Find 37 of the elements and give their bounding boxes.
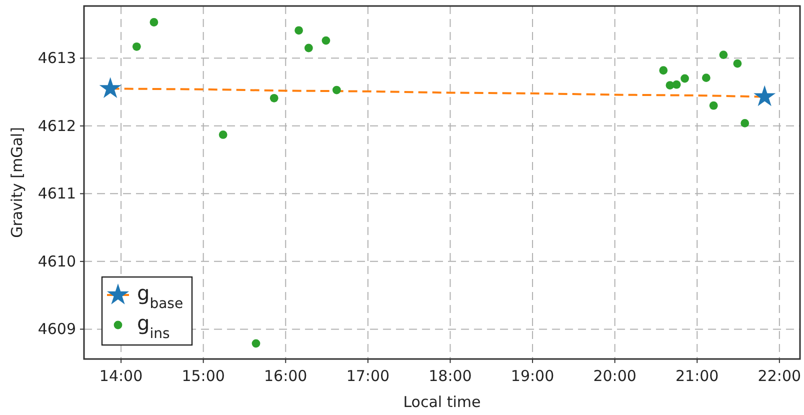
point: [99, 77, 122, 98]
point: [740, 119, 750, 128]
legend-label: g$_{base}$: [137, 281, 184, 312]
x-tick-label: 14:00: [99, 367, 143, 385]
y-tick-label: 4613: [38, 49, 76, 68]
point: [754, 85, 776, 106]
point: [702, 74, 710, 82]
point: [733, 59, 742, 68]
x-axis-title: Local time: [403, 393, 481, 411]
x-tick-label: 22:00: [758, 367, 802, 385]
x-tick-label: 16:00: [264, 367, 308, 385]
point: [218, 130, 228, 139]
y-axis-title: Gravity [mGal]: [8, 127, 26, 238]
point: [132, 42, 141, 51]
point: [709, 101, 718, 110]
point: [680, 74, 689, 83]
point: [270, 94, 278, 102]
point: [659, 66, 668, 75]
y-tick-label: 4609: [38, 320, 76, 338]
x-tick-label: 20:00: [593, 367, 636, 385]
y-tick-label: 4610: [38, 252, 76, 270]
point: [294, 26, 303, 35]
legend-label: g$_{ins}$: [137, 311, 170, 342]
point: [252, 339, 260, 348]
point: [672, 80, 681, 89]
point: [150, 18, 158, 26]
point: [719, 50, 728, 59]
x-tick-label: 15:00: [182, 367, 225, 385]
point: [304, 44, 313, 52]
x-tick-label: 19:00: [510, 367, 554, 385]
y-tick-label: 4611: [38, 184, 76, 203]
point: [322, 36, 330, 45]
x-tick-label: 21:00: [676, 367, 719, 385]
point: [332, 86, 341, 94]
x-tick-label: 17:00: [346, 367, 390, 385]
x-tick-label: 18:00: [428, 367, 472, 385]
y-tick-label: 4612: [38, 116, 76, 135]
